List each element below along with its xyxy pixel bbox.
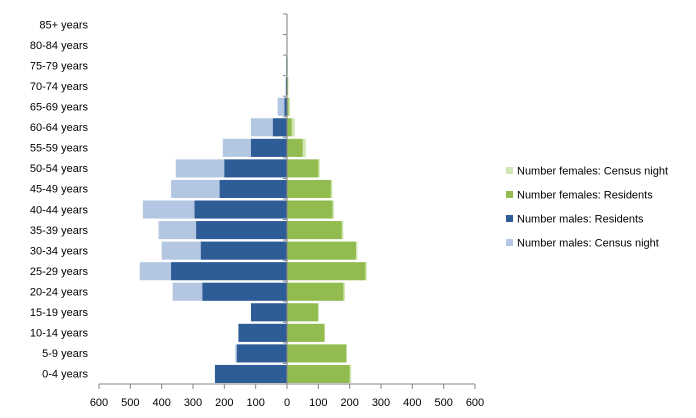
x-tick-label: 600 — [90, 397, 108, 409]
bar-females-residents-13 — [287, 97, 289, 116]
y-tick-label: 50-54 years — [30, 163, 89, 175]
bar-females-residents-7 — [287, 221, 342, 240]
y-tick-label: 20-24 years — [30, 287, 89, 299]
x-tick-label: 400 — [403, 397, 421, 409]
bar-males-residents-6 — [200, 241, 287, 260]
bars-layer — [139, 15, 367, 383]
bar-females-residents-4 — [287, 282, 344, 301]
x-tick-label: 100 — [309, 397, 327, 409]
y-tick-label: 5-9 years — [42, 348, 88, 360]
y-tick-label: 70-74 years — [30, 81, 89, 93]
bar-males-residents-12 — [272, 118, 287, 137]
x-tick-label: 500 — [434, 397, 452, 409]
y-tick-label: 0-4 years — [42, 369, 88, 381]
bar-females-residents-1 — [287, 344, 347, 363]
x-tick-label: 400 — [152, 397, 170, 409]
y-tick-label: 35-39 years — [30, 225, 89, 237]
bar-females-residents-2 — [287, 323, 325, 342]
bar-males-residents-7 — [196, 221, 287, 240]
bar-females-residents-0 — [287, 364, 350, 383]
bar-males-residents-10 — [224, 159, 287, 178]
x-tick-label: 200 — [215, 397, 233, 409]
bar-males-residents-5 — [171, 262, 287, 281]
axes-layer — [98, 13, 476, 389]
legend-label: Number females: Census night — [517, 166, 668, 178]
y-tick-label: 60-64 years — [30, 122, 89, 134]
bar-males-residents-11 — [250, 138, 287, 157]
bar-males-residents-0 — [214, 364, 287, 383]
legend-label: Number females: Residents — [517, 190, 653, 202]
x-tick-label: 600 — [466, 397, 484, 409]
x-tick-label: 0 — [284, 397, 290, 409]
y-tick-label: 85+ years — [39, 19, 88, 31]
x-tick-label: 100 — [246, 397, 264, 409]
legend-label: Number males: Residents — [517, 214, 644, 226]
y-tick-label: 30-34 years — [30, 245, 89, 257]
bar-females-residents-8 — [287, 200, 333, 219]
y-tick-label: 75-79 years — [30, 60, 89, 72]
bar-males-residents-8 — [194, 200, 287, 219]
bar-males-residents-3 — [250, 303, 287, 322]
bar-males-residents-4 — [202, 282, 287, 301]
labels-layer: 600 500 400 300 200 100 0 100 200 300 400 500 600 0-4… — [30, 19, 484, 409]
y-tick-label: 40-44 years — [30, 204, 89, 216]
y-tick-label: 25-29 years — [30, 266, 89, 278]
y-tick-label: 45-49 years — [30, 184, 89, 196]
y-tick-label: 55-59 years — [30, 143, 89, 155]
bar-males-residents-1 — [236, 344, 287, 363]
x-tick-label: 200 — [340, 397, 358, 409]
legend-swatch — [506, 167, 513, 174]
bar-females-residents-10 — [287, 159, 319, 178]
legend: Number females: Census night Number femal… — [506, 166, 668, 250]
y-tick-label: 80-84 years — [30, 40, 89, 52]
bar-females-residents-3 — [287, 303, 319, 322]
x-tick-label: 300 — [184, 397, 202, 409]
legend-swatch — [506, 239, 513, 246]
bar-males-census-night-13 — [277, 97, 287, 116]
bar-males-residents-9 — [219, 179, 287, 198]
y-tick-label: 15-19 years — [30, 307, 89, 319]
legend-swatch — [506, 215, 513, 222]
bar-females-residents-11 — [287, 138, 303, 157]
legend-label: Number males: Census night — [517, 238, 659, 250]
bar-females-residents-6 — [287, 241, 356, 260]
legend-swatch — [506, 191, 513, 198]
x-tick-label: 500 — [121, 397, 139, 409]
bar-females-residents-5 — [287, 262, 366, 281]
x-tick-label: 300 — [372, 397, 390, 409]
bar-females-residents-12 — [287, 118, 292, 137]
bar-males-residents-13 — [284, 97, 287, 116]
y-tick-label: 10-14 years — [30, 328, 89, 340]
bar-males-residents-2 — [238, 323, 287, 342]
bar-females-residents-9 — [287, 179, 331, 198]
y-tick-label: 65-69 years — [30, 102, 89, 114]
